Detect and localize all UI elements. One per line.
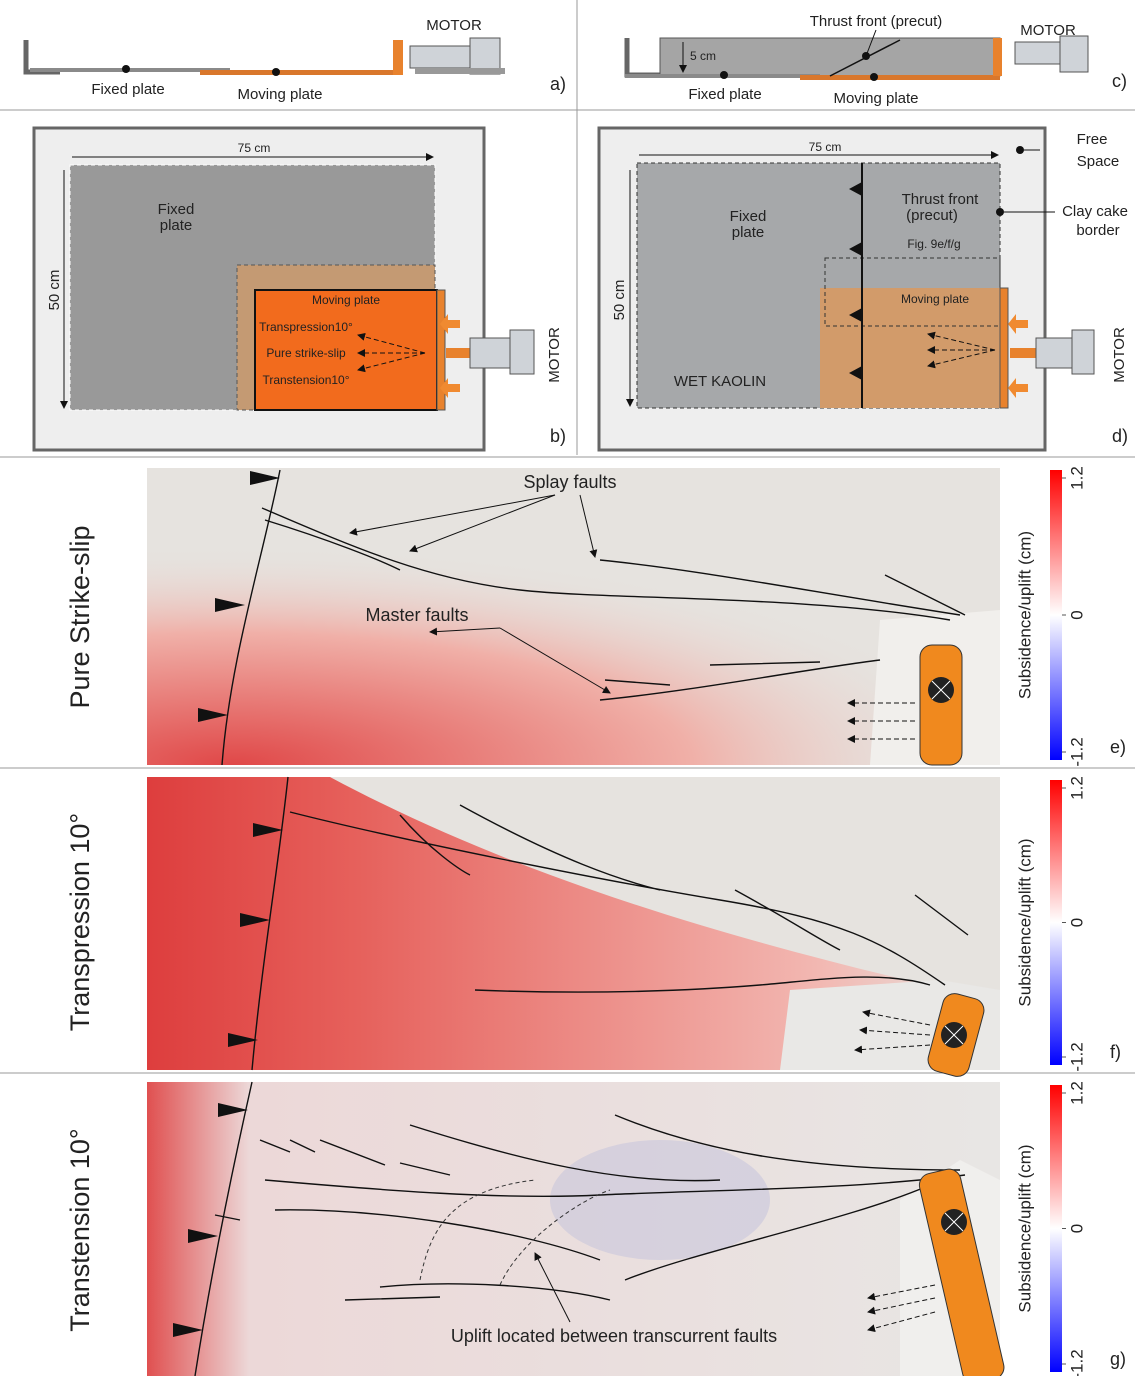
- colorbar-label: Subsidence/uplift (cm): [1015, 531, 1034, 699]
- colorbar-label: Subsidence/uplift (cm): [1015, 838, 1034, 1006]
- label: MOTOR: [1111, 327, 1128, 383]
- panel-label: e): [1110, 737, 1126, 757]
- label: Transpression10°: [259, 320, 353, 334]
- label: (precut): [906, 207, 958, 224]
- panel-title: Pure Strike-slip: [65, 525, 95, 708]
- panel-f: Transpression 10°: [65, 777, 1000, 1079]
- label: MOTOR: [546, 327, 563, 383]
- colorbar: [1050, 780, 1062, 1065]
- panel-g: Uplift located between transcurrent faul…: [65, 1082, 1006, 1376]
- label: plate: [160, 217, 193, 234]
- label: plate: [732, 224, 765, 241]
- panel-label: b): [550, 426, 566, 446]
- panel-c: Thrust front (precut) 5 cm Fixed plate M…: [625, 13, 1127, 107]
- colorbar-tick-label: -1.2: [1067, 737, 1086, 766]
- panel-b: Fixed plate 75 cm 50 cm Moving plate Tra…: [34, 128, 566, 450]
- label: MOTOR: [426, 17, 482, 34]
- label: Fixed plate: [688, 86, 761, 103]
- panel-label: d): [1112, 426, 1128, 446]
- label: Thrust front: [902, 191, 980, 208]
- colorbar-tick-label: -1.2: [1067, 1042, 1086, 1071]
- label: 5 cm: [690, 49, 716, 63]
- colorbar: [1050, 1085, 1062, 1372]
- annotation: Master faults: [365, 605, 468, 625]
- colorbar-tick-label: 0: [1067, 1224, 1086, 1233]
- panel-label: g): [1110, 1349, 1126, 1369]
- label: Moving plate: [833, 90, 918, 107]
- colorbar-tick-label: 1.2: [1067, 1081, 1086, 1105]
- colorbar-tick-label: 0: [1067, 610, 1086, 619]
- annotation: Splay faults: [523, 472, 616, 492]
- label: Space: [1077, 153, 1120, 170]
- panel-d: Fixed plate 75 cm 50 cm Thrust front (pr…: [599, 128, 1128, 450]
- colorbar-tick-label: 1.2: [1067, 466, 1086, 490]
- colorbar-tick-label: 1.2: [1067, 776, 1086, 800]
- label: Moving plate: [237, 86, 322, 103]
- label: Moving plate: [312, 293, 380, 307]
- label: Thrust front (precut): [810, 13, 943, 30]
- colorbar-label: Subsidence/uplift (cm): [1015, 1144, 1034, 1312]
- figure: Fixed plate Moving plate MOTOR a) Thrust…: [0, 0, 1135, 1376]
- label: Pure strike-slip: [266, 346, 346, 360]
- colorbars: Subsidence/uplift (cm) 1.2 0 -1.2 e) Subsiden…: [1015, 466, 1126, 1376]
- panel-e: Splay faults Master faults Pure Strike-s…: [65, 468, 1000, 765]
- panel-title: Transtension 10°: [65, 1128, 95, 1331]
- dimension: 75 cm: [809, 140, 842, 154]
- panel-a: Fixed plate Moving plate MOTOR a): [26, 17, 566, 103]
- panel-label: f): [1110, 1042, 1121, 1062]
- label: Clay cake: [1062, 203, 1128, 220]
- label: Fixed: [158, 201, 195, 218]
- dimension: 50 cm: [46, 270, 63, 311]
- colorbar: [1050, 470, 1062, 760]
- panel-title: Transpression 10°: [65, 813, 95, 1031]
- panel-label: c): [1112, 71, 1127, 91]
- panel-label: a): [550, 74, 566, 94]
- dimension: 75 cm: [238, 141, 271, 155]
- label: Fixed plate: [91, 81, 164, 98]
- label: WET KAOLIN: [674, 373, 766, 390]
- label: Transtension10°: [262, 373, 349, 387]
- label: Fixed: [730, 208, 767, 225]
- dimension: 50 cm: [611, 280, 628, 321]
- annotation: Uplift located between transcurrent faul…: [451, 1326, 777, 1346]
- colorbar-tick-label: -1.2: [1067, 1349, 1086, 1376]
- label: Fig. 9e/f/g: [907, 237, 960, 251]
- label: Moving plate: [901, 292, 969, 306]
- colorbar-tick-label: 0: [1067, 918, 1086, 927]
- label: border: [1076, 222, 1119, 239]
- label: MOTOR: [1020, 22, 1076, 39]
- label: Free: [1077, 131, 1108, 148]
